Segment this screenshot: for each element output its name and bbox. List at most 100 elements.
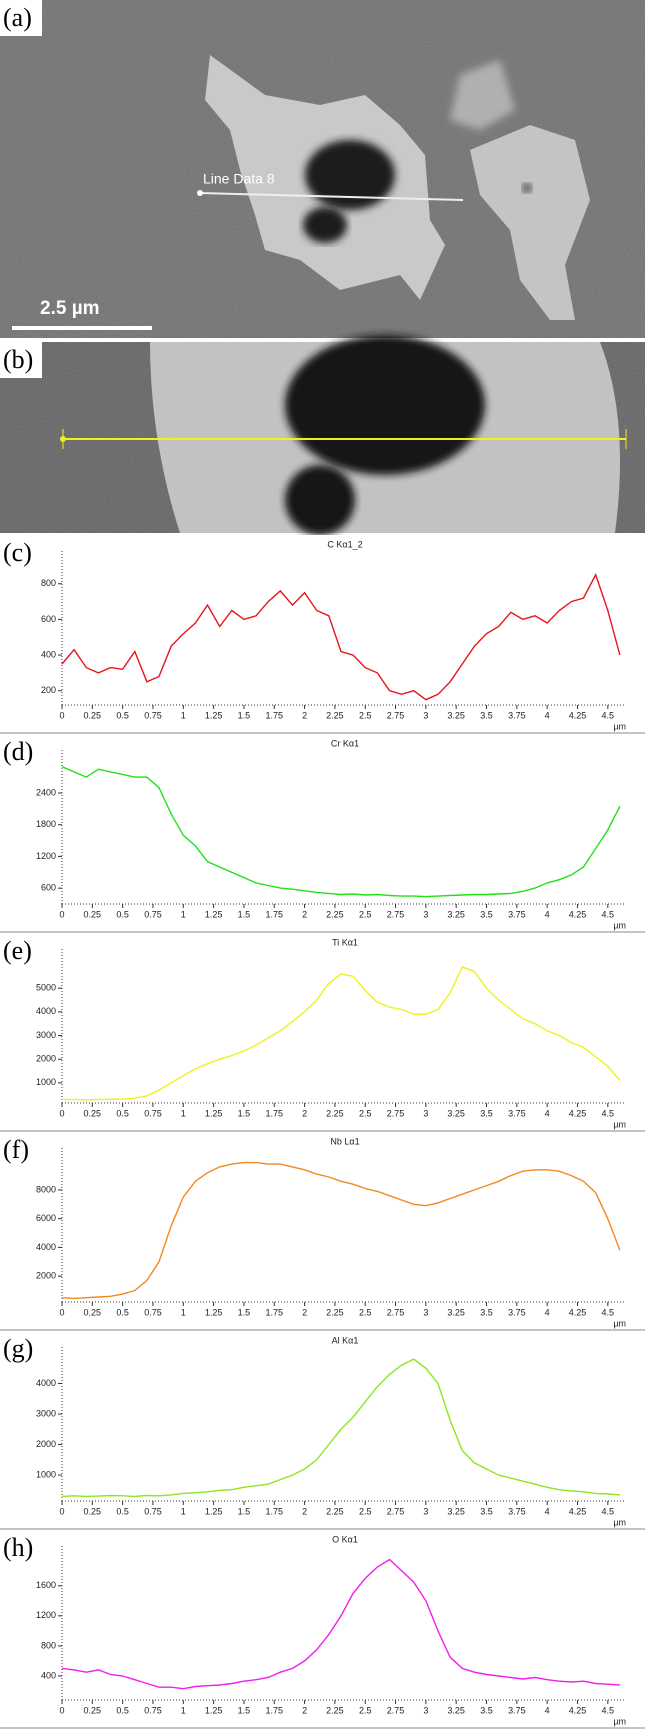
- dark-core: [285, 465, 355, 535]
- x-tick-label: 0.25: [84, 1506, 102, 1516]
- x-tick-label: 4.25: [569, 1108, 587, 1118]
- x-tick-label: 4.5: [602, 1506, 615, 1516]
- x-tick-label: 3: [423, 710, 428, 720]
- sem-image-a: Line Data 8 2.5 µm (a): [0, 0, 645, 338]
- x-tick-label: 2: [302, 1506, 307, 1516]
- x-unit: µm: [613, 1119, 626, 1129]
- x-tick-label: 1.25: [205, 1108, 223, 1118]
- x-tick-label: 2.5: [359, 1307, 372, 1317]
- x-tick-label: 4.25: [569, 909, 587, 919]
- x-tick-label: 3: [423, 1506, 428, 1516]
- panel-label: (d): [3, 737, 33, 766]
- x-tick-label: 1.75: [265, 710, 283, 720]
- x-tick-label: 2.75: [387, 1307, 405, 1317]
- x-tick-label: 3: [423, 909, 428, 919]
- label-box: [0, 1532, 42, 1566]
- x-tick-label: 0.5: [116, 1506, 129, 1516]
- scan-start: [197, 190, 203, 196]
- x-tick-label: 0.75: [144, 909, 162, 919]
- y-tick-label: 4000: [36, 1006, 56, 1016]
- x-tick-label: 0: [59, 710, 64, 720]
- label-box: [0, 537, 42, 571]
- scan-line: [199, 192, 464, 201]
- y-tick-label: 3000: [36, 1408, 56, 1418]
- x-tick-label: 1.5: [238, 1506, 251, 1516]
- x-tick-label: 2.75: [387, 710, 405, 720]
- x-tick-label: 1.25: [205, 909, 223, 919]
- x-tick-label: 3.75: [508, 1108, 526, 1118]
- x-tick-label: 3.5: [480, 1108, 493, 1118]
- pore: [522, 183, 532, 193]
- x-tick-label: 1.25: [205, 1705, 223, 1715]
- x-tick-label: 3.75: [508, 1307, 526, 1317]
- x-tick-label: 2.25: [326, 1307, 344, 1317]
- x-tick-label: 2.75: [387, 909, 405, 919]
- x-tick-label: 0.25: [84, 1307, 102, 1317]
- x-tick-label: 2: [302, 710, 307, 720]
- x-tick-label: 1.75: [265, 1705, 283, 1715]
- y-tick-label: 1000: [36, 1469, 56, 1479]
- panel-label: (c): [3, 538, 32, 567]
- x-tick-label: 4.25: [569, 710, 587, 720]
- x-tick-label: 3: [423, 1705, 428, 1715]
- x-tick-label: 0.25: [84, 909, 102, 919]
- x-tick-label: 4.25: [569, 1307, 587, 1317]
- y-tick-label: 6000: [36, 1213, 56, 1223]
- profile-line: [61, 765, 621, 898]
- x-tick-label: 2.75: [387, 1506, 405, 1516]
- x-tick-label: 1: [181, 1506, 186, 1516]
- x-tick-label: 3.75: [508, 710, 526, 720]
- y-tick-label: 1800: [36, 819, 56, 829]
- x-tick-label: 1.5: [238, 1108, 251, 1118]
- profile-line: [61, 1358, 620, 1498]
- y-tick-label: 600: [41, 883, 56, 893]
- x-tick-label: 4: [545, 710, 550, 720]
- x-tick-label: 4.5: [602, 1705, 615, 1715]
- chart-background: [0, 1132, 645, 1331]
- chart-title: Ti Kα1: [332, 937, 358, 947]
- x-tick-label: 3.25: [447, 1705, 465, 1715]
- x-tick-label: 2.25: [326, 710, 344, 720]
- scan-start: [60, 436, 66, 442]
- x-tick-label: 3.75: [508, 1506, 526, 1516]
- x-tick-label: 0.5: [116, 1307, 129, 1317]
- x-tick-label: 4.25: [569, 1705, 587, 1715]
- x-tick-label: 3.75: [508, 909, 526, 919]
- profile-chart: Ti Kα1 0 0.25 0.5 0.75 1 1.25 1.5 1.75 2 2.25 2.5 2.…: [0, 933, 645, 1132]
- x-tick-label: 0.75: [144, 710, 162, 720]
- x-tick-label: 4: [545, 1307, 550, 1317]
- x-tick-label: 2: [302, 909, 307, 919]
- x-tick-label: 3.5: [480, 1307, 493, 1317]
- x-tick-label: 3.5: [480, 909, 493, 919]
- chart-title: Al Kα1: [332, 1335, 359, 1345]
- x-tick-label: 2.25: [326, 1705, 344, 1715]
- x-tick-label: 1.5: [238, 909, 251, 919]
- label-box: [0, 342, 42, 378]
- dark-core: [285, 335, 485, 475]
- x-tick-label: 0.75: [144, 1307, 162, 1317]
- x-tick-label: 2.75: [387, 1705, 405, 1715]
- y-tick-label: 4000: [36, 1378, 56, 1388]
- x-tick-label: 1: [181, 1307, 186, 1317]
- chart-title: Cr Kα1: [331, 738, 359, 748]
- x-tick-label: 1.5: [238, 1705, 251, 1715]
- x-tick-label: 1.25: [205, 1506, 223, 1516]
- x-unit: µm: [613, 1716, 626, 1726]
- dark-core: [303, 207, 347, 243]
- profile-chart: O Kα1 0 0.25 0.5 0.75 1 1.25 1.5 1.75 2 2.25 2.5 2.7…: [0, 1530, 645, 1729]
- x-tick-label: 4.5: [602, 1307, 615, 1317]
- x-tick-label: 3.5: [480, 1506, 493, 1516]
- y-tick-label: 800: [41, 1640, 56, 1650]
- x-tick-label: 0.5: [116, 1705, 129, 1715]
- particle: [450, 60, 515, 130]
- y-tick-label: 1200: [36, 851, 56, 861]
- profile-chart: C Kα1_2 0 0.25 0.5 0.75 1 1.25 1.5 1.75 2 2.25 2.5 2…: [0, 535, 645, 734]
- x-tick-label: 1.5: [238, 1307, 251, 1317]
- x-tick-label: 0: [59, 1705, 64, 1715]
- chart-title: O Kα1: [332, 1534, 358, 1544]
- panel-label: (a): [3, 3, 32, 32]
- y-tick-label: 2400: [36, 787, 56, 797]
- chart-background: [0, 535, 645, 734]
